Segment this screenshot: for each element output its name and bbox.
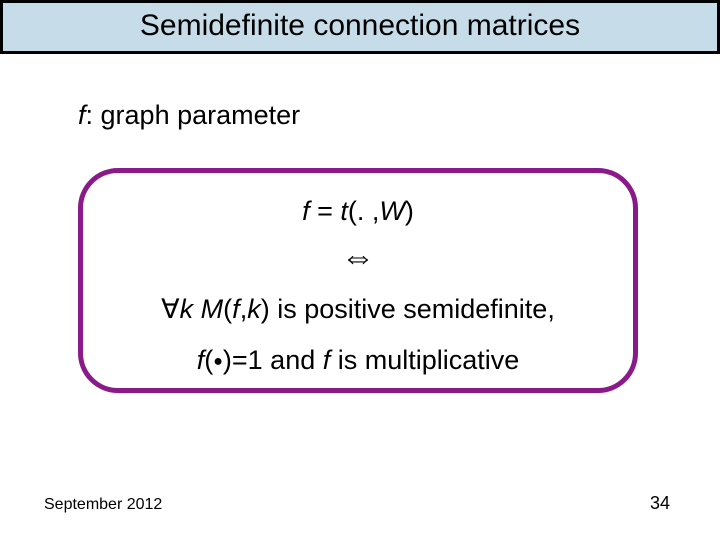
mult-f4: f (323, 345, 338, 375)
psd-line: ∀k M(f,k) is positive semidefinite, (103, 291, 613, 327)
equation-line-1: f = t(. ,W) (103, 193, 613, 229)
mult-and: and (263, 345, 323, 375)
eq1-open: ( (348, 196, 357, 226)
eq1-dot: . , (357, 196, 380, 226)
forall-symbol: ∀ (161, 294, 179, 324)
theorem-box: f = t(. ,W) ⇔ ∀k M(f,k) is positive semi… (78, 168, 638, 393)
iff-arrow: ⇔ (103, 235, 613, 281)
param-sep: : (86, 100, 101, 130)
mult-open: ( (204, 345, 213, 375)
footer-page-number: 34 (650, 493, 670, 514)
mult-eq1: =1 (232, 345, 263, 375)
psd-M: M (201, 294, 224, 324)
psd-k2: k (247, 294, 261, 324)
psd-f: f (232, 294, 240, 324)
eq1-mid: = (310, 196, 341, 226)
psd-text: is positive semidefinite, (270, 294, 555, 324)
bullet-icon: ● (213, 353, 223, 370)
psd-close: ) (261, 294, 270, 324)
eq1-f: f (302, 196, 310, 226)
eq1-t: t (340, 196, 348, 226)
mult-text: is multiplicative (338, 345, 520, 375)
eq1-close: ) (405, 196, 414, 226)
param-line: f: graph parameter (78, 100, 300, 131)
param-f: f (78, 100, 86, 130)
param-rest: graph parameter (101, 100, 301, 130)
mult-close: ) (223, 345, 232, 375)
slide-title: Semidefinite connection matrices (140, 9, 580, 42)
eq1-W: W (379, 196, 404, 226)
mult-line: f(●)=1 and f is multiplicative (103, 342, 613, 378)
footer-date: September 2012 (44, 496, 162, 514)
psd-open: ( (223, 294, 232, 324)
psd-k1: k (180, 294, 201, 324)
title-bar: Semidefinite connection matrices (0, 0, 720, 54)
